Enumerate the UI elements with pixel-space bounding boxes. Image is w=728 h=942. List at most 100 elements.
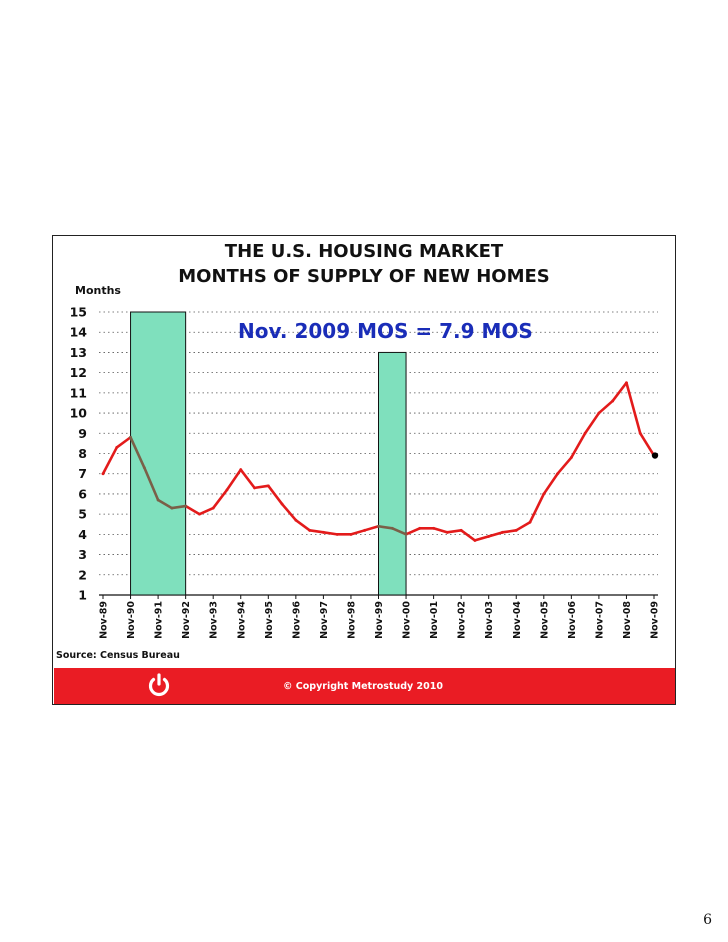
series-line-segment — [211, 488, 229, 510]
series-line-segment — [294, 518, 311, 532]
chart-title-line-2: MONTHS OF SUPPLY OF NEW HOMES — [178, 266, 550, 287]
series-line-segment — [129, 436, 146, 469]
series-line-segment — [583, 411, 601, 435]
x-tick-label: Nov-96 — [291, 601, 302, 639]
data-point — [418, 526, 422, 530]
data-point — [459, 528, 463, 532]
series-line-segment — [446, 529, 463, 534]
x-tick-label: Nov-01 — [429, 601, 440, 639]
data-point — [322, 530, 325, 534]
series-line-segment — [267, 484, 284, 506]
data-point — [239, 468, 243, 472]
data-point — [280, 502, 284, 506]
series-line-segment — [611, 381, 628, 403]
series-line-segment — [542, 472, 559, 496]
data-point — [569, 456, 573, 459]
data-point — [542, 492, 546, 496]
y-tick-label: 12 — [70, 365, 87, 380]
x-tick-label: Nov-97 — [319, 601, 330, 639]
series-line-segment — [101, 446, 119, 476]
series-line-segment — [459, 529, 477, 542]
data-point — [156, 498, 160, 502]
data-point — [266, 484, 270, 488]
data-point — [377, 524, 380, 528]
chart-title-line-1: THE U.S. HOUSING MARKET — [225, 241, 504, 262]
x-tick-label: Nov-99 — [374, 601, 385, 639]
x-tick-label: Nov-08 — [622, 601, 633, 639]
data-point — [129, 435, 132, 439]
data-point — [294, 518, 298, 522]
x-tick-label: Nov-91 — [154, 601, 165, 639]
series-line-segment — [363, 524, 380, 532]
series-line-segment — [487, 531, 504, 538]
latest-value-marker — [651, 452, 659, 459]
y-tick-label: 13 — [70, 345, 87, 360]
x-tick-label: Nov-90 — [126, 601, 137, 639]
data-point — [501, 530, 504, 534]
series-line-segment — [115, 436, 132, 449]
y-tick-label: 15 — [70, 305, 87, 320]
data-point — [225, 488, 229, 492]
page-number: 6 — [703, 912, 712, 928]
x-tick-layer: Nov-89 Nov-90 Nov-91 Nov-92 Nov-93 Nov-94 Nov-… — [99, 595, 661, 639]
source-note: Source: Census Bureau — [56, 650, 180, 661]
series-line-segment — [390, 526, 408, 536]
series-line-segment — [198, 506, 215, 516]
power-icon — [148, 673, 170, 697]
x-tick-label: Nov-04 — [512, 601, 523, 639]
line-layer — [101, 381, 659, 542]
series-line-segment — [377, 524, 394, 530]
x-tick-label: Nov-93 — [209, 601, 220, 639]
series-line-segment — [349, 529, 367, 536]
series-line-segment — [404, 526, 422, 536]
data-point — [184, 504, 188, 508]
x-tick-label: Nov-05 — [539, 601, 550, 639]
data-point — [445, 530, 449, 534]
x-tick-label: Nov-00 — [402, 601, 413, 639]
recession-band-1 — [130, 311, 187, 596]
copyright-text: © Copyright Metrostudy 2010 — [283, 681, 443, 692]
x-tick-label: Nov-06 — [567, 601, 578, 639]
data-point — [253, 486, 256, 490]
data-point — [335, 532, 339, 536]
series-line-segment — [225, 468, 243, 492]
series-line-segment — [322, 531, 339, 536]
data-point — [487, 534, 491, 538]
y-tick-label: 3 — [78, 547, 87, 562]
data-point — [528, 520, 532, 524]
data-point — [115, 446, 119, 449]
series-line-segment — [156, 498, 174, 510]
x-tick-label: Nov-98 — [346, 601, 357, 639]
data-point — [611, 399, 615, 403]
data-point — [142, 466, 146, 470]
data-point — [363, 528, 367, 532]
y-tick-label: 1 — [78, 588, 87, 603]
footer-bar — [54, 668, 675, 704]
data-point — [514, 528, 518, 532]
series-line-segment — [570, 431, 587, 459]
data-point — [211, 506, 215, 510]
series-line-segment — [184, 504, 201, 516]
data-point — [170, 506, 174, 510]
x-tick-label: Nov-09 — [650, 601, 661, 639]
series-line-segment — [597, 399, 614, 415]
series-line-segment — [170, 504, 187, 510]
series-line-segment — [638, 431, 656, 457]
y-tick-label: 7 — [78, 466, 87, 481]
series-line-segment — [473, 535, 491, 542]
y-tick-label: 6 — [78, 486, 87, 501]
x-tick-label: Nov-02 — [457, 601, 468, 639]
data-point — [198, 512, 201, 516]
x-tick-label: Nov-94 — [236, 601, 247, 639]
data-point — [390, 526, 394, 530]
recession-band-2 — [378, 351, 407, 596]
y-tick-label: 9 — [78, 426, 87, 441]
slide-frame: THE U.S. HOUSING MARKET MONTHS OF SUPPLY… — [52, 235, 676, 705]
series-line-segment — [239, 468, 256, 490]
series-line-segment — [514, 520, 532, 532]
series-line-segment — [280, 502, 298, 522]
series-line-segment — [528, 492, 546, 524]
y-axis-label: Months — [75, 284, 121, 297]
y-tick-label: 5 — [78, 507, 87, 522]
